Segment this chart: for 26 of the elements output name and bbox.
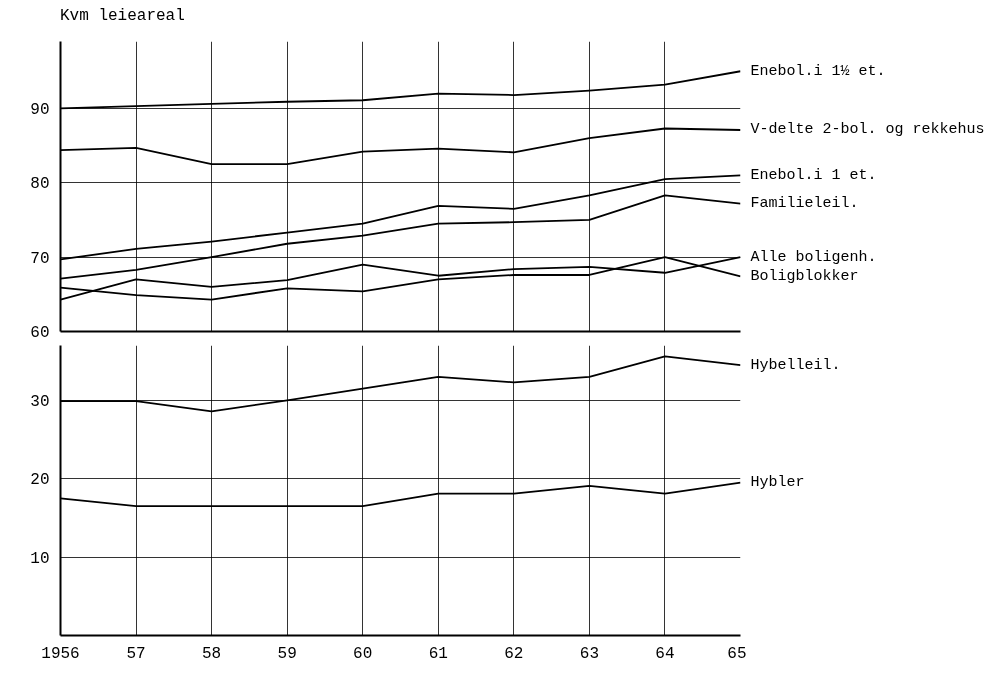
x-tick-label: 63 — [579, 644, 599, 663]
y-tick-label: 30 — [30, 392, 50, 411]
x-tick-label: 62 — [504, 644, 524, 663]
x-tick-label: 60 — [353, 644, 373, 663]
x-tick-label: 64 — [655, 644, 675, 663]
y-axis-title: Kvm leieareal — [60, 6, 185, 27]
series-label: Enebol.i 1 et. — [750, 166, 877, 184]
y-tick-label: 10 — [30, 549, 50, 568]
y-tick-label: 90 — [30, 100, 50, 119]
series-label: Familieleil. — [750, 194, 859, 212]
series-label: V-delte 2-bol. og rekkehus — [750, 121, 985, 139]
x-tick-label: 65 — [727, 644, 747, 663]
x-tick-label: 59 — [277, 644, 297, 663]
y-tick-label: 60 — [30, 323, 50, 342]
y-tick-label: 70 — [30, 249, 50, 268]
series-label: Alle boligenh. — [750, 248, 877, 266]
series-label: Enebol.i 1½ et. — [750, 62, 886, 80]
x-tick-label: 1956 — [41, 644, 80, 663]
x-tick-label: 61 — [428, 644, 448, 663]
y-tick-label: 20 — [30, 471, 50, 490]
x-tick-label: 57 — [126, 644, 146, 663]
series-label: Hybelleil. — [750, 356, 841, 374]
series-label: Hybler — [750, 474, 805, 492]
x-tick-label: 58 — [202, 644, 222, 663]
series-label: Boligblokker — [750, 267, 859, 285]
y-tick-label: 80 — [30, 175, 50, 194]
